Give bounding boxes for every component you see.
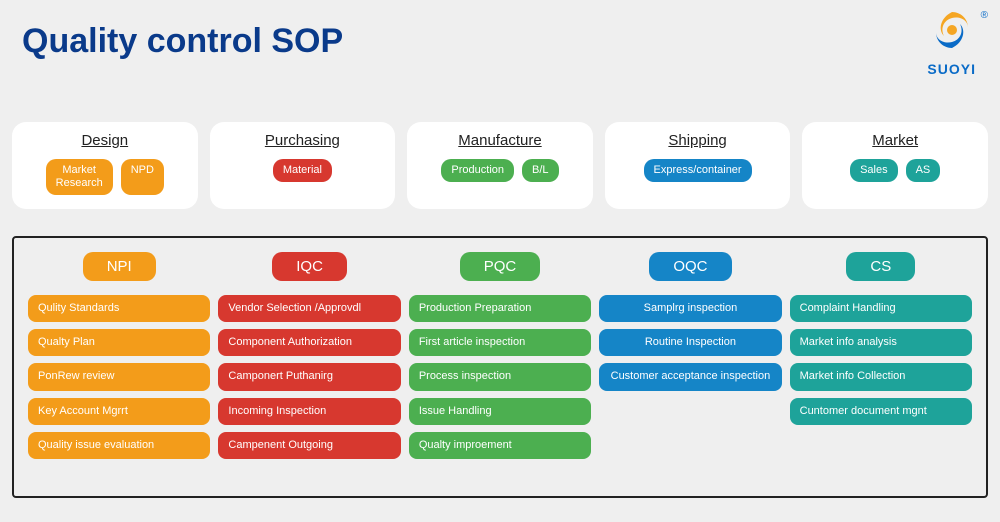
column-items: Samplrg inspection Routine Inspection Cust…	[599, 295, 781, 391]
stage-row: Design MarketResearchNPD Purchasing Materia…	[12, 122, 988, 209]
stage-tag: Express/container	[644, 159, 752, 182]
page-title: Quality control SOP	[22, 22, 343, 61]
stage-card: Shipping Express/container	[605, 122, 791, 209]
column-item: Complaint Handling	[790, 295, 972, 322]
stage-tags: MarketResearchNPD	[46, 159, 164, 195]
column-items: Production Preparation First article insp…	[409, 295, 591, 459]
stage-card: Market Sales AS	[802, 122, 988, 209]
column-header: OQC	[649, 252, 731, 281]
stage-header: Manufacture	[458, 132, 541, 149]
logo-swirl-icon	[930, 8, 974, 52]
column-item: Issue Handling	[409, 398, 591, 425]
column-items: Qulity Standards Qualty Plan PonRew review…	[28, 295, 210, 459]
detail-column: PQC Production Preparation First article i…	[409, 252, 591, 480]
logo-text: SUOYI	[927, 61, 976, 77]
stage-tag: Material	[273, 159, 332, 182]
stage-header: Shipping	[668, 132, 726, 149]
column-item: Market info analysis	[790, 329, 972, 356]
column-item: Samplrg inspection	[599, 295, 781, 322]
stage-tag: Production	[441, 159, 514, 182]
column-item: Routine Inspection	[599, 329, 781, 356]
registered-mark-icon: ®	[981, 10, 988, 21]
column-item: Cuntomer document mgnt	[790, 398, 972, 425]
column-items: Vendor Selection /Approvdl Component Auth…	[218, 295, 400, 459]
column-header: IQC	[272, 252, 347, 281]
stage-tag: Sales	[850, 159, 898, 182]
column-item: Qulity Standards	[28, 295, 210, 322]
column-header: PQC	[460, 252, 541, 281]
stage-tag: AS	[906, 159, 941, 182]
column-item: Production Preparation	[409, 295, 591, 322]
column-item: Process inspection	[409, 363, 591, 390]
detail-box: NPI Qulity Standards Qualty Plan PonRew rev…	[12, 236, 988, 498]
stage-card: Purchasing Material	[210, 122, 396, 209]
column-item: Key Account Mgrrt	[28, 398, 210, 425]
stage-tag: MarketResearch	[46, 159, 113, 195]
column-item: Vendor Selection /Approvdl	[218, 295, 400, 322]
column-item: Customer acceptance inspection	[599, 363, 781, 390]
stage-card: Manufacture Production B/L	[407, 122, 593, 209]
stage-tag: B/L	[522, 159, 559, 182]
stage-header: Market	[872, 132, 918, 149]
column-item: Camponert Puthanirg	[218, 363, 400, 390]
stage-header: Purchasing	[265, 132, 340, 149]
stage-header: Design	[81, 132, 128, 149]
stage-tags: Production B/L	[441, 159, 558, 182]
column-item: Incoming Inspection	[218, 398, 400, 425]
column-item: Campenent Outgoing	[218, 432, 400, 459]
column-item: Quality issue evaluation	[28, 432, 210, 459]
stage-tags: Express/container	[644, 159, 752, 182]
column-header: CS	[846, 252, 915, 281]
column-item: First article inspection	[409, 329, 591, 356]
detail-column: OQC Samplrg inspection Routine Inspection C…	[599, 252, 781, 480]
stage-tag: NPD	[121, 159, 164, 195]
brand-logo: ® SUOYI	[927, 8, 976, 77]
column-item: PonRew review	[28, 363, 210, 390]
column-header: NPI	[83, 252, 156, 281]
column-item: Qualty improement	[409, 432, 591, 459]
column-item: Component Authorization	[218, 329, 400, 356]
detail-column: CS Complaint Handling Market info analysis…	[790, 252, 972, 480]
detail-column: IQC Vendor Selection /Approvdl Component A…	[218, 252, 400, 480]
stage-card: Design MarketResearchNPD	[12, 122, 198, 209]
detail-column: NPI Qulity Standards Qualty Plan PonRew rev…	[28, 252, 210, 480]
stage-tags: Material	[273, 159, 332, 182]
column-item: Market info Collection	[790, 363, 972, 390]
stage-tags: Sales AS	[850, 159, 940, 182]
column-item: Qualty Plan	[28, 329, 210, 356]
column-items: Complaint Handling Market info analysis Ma…	[790, 295, 972, 425]
